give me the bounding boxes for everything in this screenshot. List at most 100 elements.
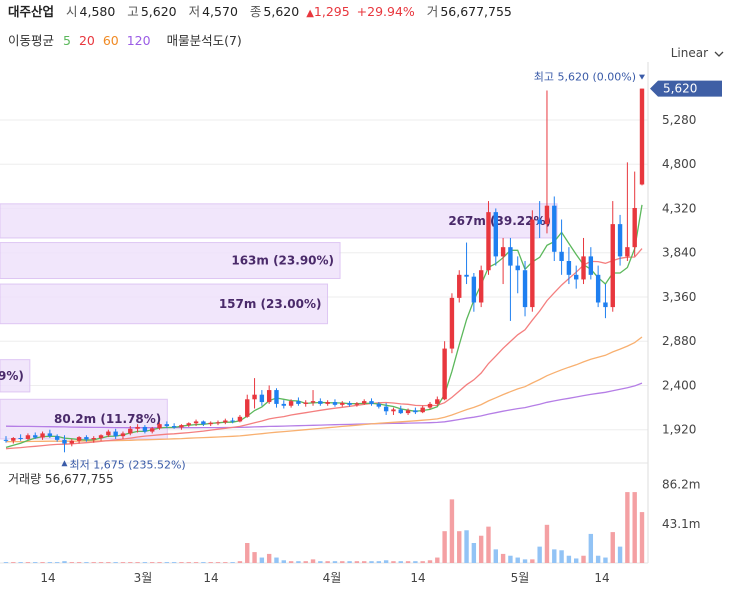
candle	[354, 402, 360, 407]
candle	[54, 434, 60, 442]
candle	[478, 265, 484, 308]
change-arrow-icon: ▲	[306, 8, 314, 19]
candle-body	[369, 401, 374, 404]
volume-bar	[515, 557, 520, 563]
volume-bar	[274, 557, 279, 563]
open-label: 시	[66, 4, 78, 19]
candle-body	[40, 433, 45, 438]
chevron-down-icon	[714, 46, 724, 60]
candle-body	[76, 437, 82, 441]
scale-dropdown[interactable]: Linear	[671, 46, 724, 60]
candle-body	[376, 403, 382, 407]
volume-bar	[11, 562, 16, 563]
candle-body	[120, 433, 126, 437]
price-tick-label: 3,840	[662, 246, 696, 260]
volume-bar	[420, 561, 425, 563]
volume-bar	[427, 560, 433, 563]
volume-profile-bar	[0, 398, 168, 440]
candle	[245, 394, 250, 418]
candle-body	[427, 403, 433, 408]
volume-bar	[186, 562, 191, 563]
volume-bar	[171, 562, 177, 563]
candle	[625, 162, 630, 261]
candle	[522, 261, 528, 317]
candle-body	[515, 265, 520, 271]
candle-body	[3, 439, 9, 441]
volume-bar	[208, 562, 213, 563]
low-label: 저	[188, 4, 201, 19]
volume-bar	[464, 530, 469, 563]
volume-bar	[288, 561, 294, 563]
volume-bar	[128, 562, 133, 563]
candle-body	[266, 390, 272, 403]
volume-bar	[259, 557, 265, 563]
candle-body	[471, 276, 477, 303]
candle	[347, 401, 352, 407]
candle	[76, 436, 82, 444]
ma120-label: 120	[126, 33, 151, 48]
candle	[537, 201, 542, 238]
candle	[33, 432, 38, 439]
volume-bar	[325, 561, 330, 563]
open-value: 4,580	[79, 4, 116, 19]
volume-bar	[142, 562, 148, 563]
date-tick-label: 14	[594, 571, 609, 585]
candle-body	[69, 440, 74, 444]
volume-bar	[193, 562, 199, 563]
candle-body	[442, 348, 447, 400]
candle	[106, 429, 111, 438]
candle-body	[237, 416, 243, 422]
candle-body	[281, 403, 286, 406]
candle	[471, 272, 477, 312]
candle-body	[54, 436, 60, 440]
candle-body	[135, 426, 140, 429]
volume-bar	[252, 552, 257, 563]
volume-bar	[281, 560, 286, 563]
volume-bar	[150, 562, 155, 563]
volume-bar	[25, 562, 31, 563]
volume-tick-label: 86.2m	[662, 478, 700, 492]
candle	[325, 400, 330, 406]
volume-bar	[632, 492, 637, 563]
candle-body	[537, 219, 542, 225]
candle	[588, 247, 594, 280]
ma20-label: 20	[78, 33, 95, 48]
candle	[398, 405, 403, 415]
volume-bar	[383, 560, 389, 563]
candle	[610, 201, 615, 312]
candle-body	[552, 205, 557, 252]
candle-body	[508, 247, 513, 266]
volume-bar	[471, 543, 477, 563]
volume-bar	[559, 550, 564, 563]
volume-profile-label[interactable]: 매물분석도(7)	[166, 33, 242, 48]
stock-name[interactable]: 대주산업	[8, 4, 55, 19]
volume-bar	[135, 562, 140, 563]
ma5-label: 5	[63, 33, 71, 48]
candle-body	[259, 394, 265, 403]
volume-bar	[245, 543, 250, 563]
last-price-tag	[650, 80, 722, 97]
volume-bar	[347, 561, 352, 563]
candle-body	[500, 247, 506, 257]
moving-average-legend: 이동평균 5 20 60 120 매물분석도(7)	[8, 30, 247, 49]
up-triangle-icon	[61, 460, 68, 467]
candle-body	[186, 423, 191, 426]
volume-bar	[120, 562, 126, 563]
candle	[486, 201, 491, 275]
ma-label[interactable]: 이동평균	[8, 33, 55, 48]
candle	[376, 402, 382, 409]
volume-bar	[595, 555, 601, 563]
candle	[223, 418, 228, 425]
candle-body	[522, 270, 528, 308]
scale-label: Linear	[670, 46, 708, 60]
candle	[530, 210, 535, 312]
change-percent: +29.94%	[356, 4, 415, 19]
candle	[420, 405, 425, 414]
volume-bar	[625, 492, 630, 563]
candle-body	[362, 401, 367, 404]
volume-bar	[552, 549, 557, 563]
candle-body	[588, 256, 594, 275]
high-label: 고	[127, 4, 139, 19]
candle-body	[486, 212, 491, 271]
